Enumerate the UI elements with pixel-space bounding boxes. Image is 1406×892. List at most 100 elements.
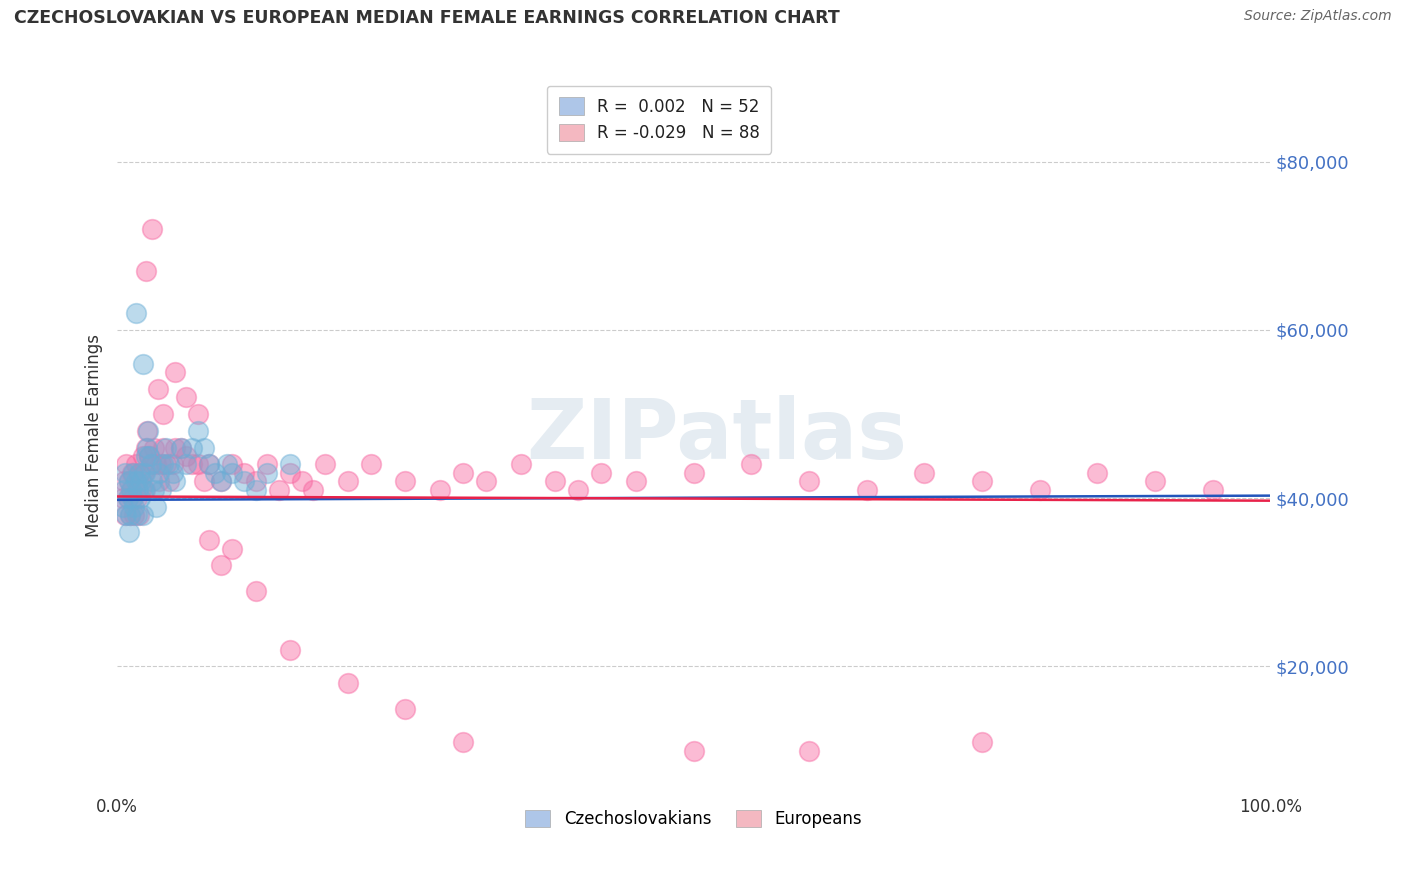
Point: [360, 458, 382, 472]
Point: [124, 458, 146, 472]
Point: [118, 508, 141, 522]
Point: [143, 441, 166, 455]
Y-axis label: Median Female Earnings: Median Female Earnings: [86, 334, 103, 537]
Point: [120, 483, 142, 497]
Point: [1085, 466, 1108, 480]
Point: [204, 466, 226, 480]
Point: [591, 466, 613, 480]
Point: [129, 491, 152, 505]
Point: [131, 357, 153, 371]
Point: [112, 483, 135, 497]
Point: [121, 466, 143, 480]
Point: [855, 483, 877, 497]
Point: [451, 466, 474, 480]
Point: [118, 475, 141, 489]
Point: [132, 466, 155, 480]
Point: [136, 441, 159, 455]
Point: [544, 475, 567, 489]
Point: [302, 483, 325, 497]
Point: [221, 458, 243, 472]
Point: [148, 475, 170, 489]
Text: ZIPatlas: ZIPatlas: [526, 394, 907, 475]
Point: [143, 483, 166, 497]
Point: [117, 491, 139, 505]
Point: [132, 483, 155, 497]
Point: [336, 475, 359, 489]
Point: [146, 382, 169, 396]
Point: [118, 524, 141, 539]
Point: [112, 475, 135, 489]
Point: [1143, 475, 1166, 489]
Point: [682, 466, 704, 480]
Point: [181, 458, 204, 472]
Point: [115, 508, 138, 522]
Point: [139, 458, 162, 472]
Point: [135, 441, 157, 455]
Point: [136, 424, 159, 438]
Point: [114, 508, 136, 522]
Point: [135, 264, 157, 278]
Point: [970, 735, 993, 749]
Point: [394, 701, 416, 715]
Point: [141, 475, 163, 489]
Point: [150, 483, 173, 497]
Point: [169, 441, 191, 455]
Point: [245, 483, 267, 497]
Point: [124, 500, 146, 514]
Point: [163, 441, 186, 455]
Point: [111, 491, 134, 505]
Point: [111, 500, 134, 514]
Point: [136, 424, 159, 438]
Point: [209, 558, 232, 573]
Point: [267, 483, 290, 497]
Point: [157, 458, 180, 472]
Point: [624, 475, 647, 489]
Legend: Czechoslovakians, Europeans: Czechoslovakians, Europeans: [519, 803, 869, 834]
Point: [117, 491, 139, 505]
Point: [122, 466, 145, 480]
Point: [245, 475, 267, 489]
Point: [970, 475, 993, 489]
Point: [150, 458, 173, 472]
Point: [162, 458, 184, 472]
Point: [127, 475, 149, 489]
Text: Source: ZipAtlas.com: Source: ZipAtlas.com: [1244, 9, 1392, 23]
Text: CZECHOSLOVAKIAN VS EUROPEAN MEDIAN FEMALE EARNINGS CORRELATION CHART: CZECHOSLOVAKIAN VS EUROPEAN MEDIAN FEMAL…: [14, 9, 839, 27]
Point: [451, 735, 474, 749]
Point: [121, 491, 143, 505]
Point: [198, 458, 221, 472]
Point: [125, 491, 148, 505]
Point: [127, 483, 149, 497]
Point: [682, 743, 704, 757]
Point: [291, 475, 314, 489]
Point: [124, 475, 146, 489]
Point: [256, 466, 278, 480]
Point: [221, 466, 243, 480]
Point: [118, 508, 141, 522]
Point: [138, 449, 160, 463]
Point: [567, 483, 589, 497]
Point: [278, 466, 301, 480]
Point: [141, 458, 163, 472]
Point: [256, 458, 278, 472]
Point: [198, 458, 221, 472]
Point: [131, 449, 153, 463]
Point: [145, 500, 167, 514]
Point: [138, 449, 160, 463]
Point: [118, 475, 141, 489]
Point: [148, 466, 170, 480]
Point: [131, 475, 153, 489]
Point: [797, 475, 820, 489]
Point: [429, 483, 451, 497]
Point: [145, 458, 167, 472]
Point: [176, 449, 198, 463]
Point: [152, 458, 174, 472]
Point: [912, 466, 935, 480]
Point: [215, 458, 238, 472]
Point: [176, 390, 198, 404]
Point: [1201, 483, 1223, 497]
Point: [209, 475, 232, 489]
Point: [124, 508, 146, 522]
Point: [187, 458, 209, 472]
Point: [209, 475, 232, 489]
